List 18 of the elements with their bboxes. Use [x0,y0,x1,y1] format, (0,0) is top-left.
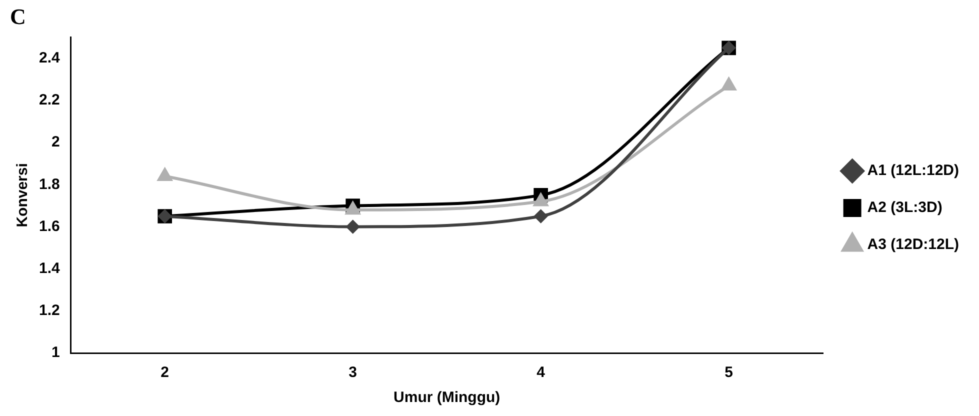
y-tick-label: 2.2 [38,92,60,109]
x-axis-title: Umur (Minggu) [394,389,500,406]
y-tick-label: 2 [52,134,60,151]
chart-title: C [10,4,26,29]
y-tick-label: 1.2 [38,302,60,320]
y-tick-label: 2.4 [38,50,60,67]
y-tick-label: 1 [52,344,60,362]
x-tick-label: 5 [724,364,733,382]
y-tick-label: 1.4 [38,260,60,277]
x-tick-label: 4 [536,364,546,382]
y-tick-label: 1.6 [38,218,60,235]
y-axis-title: Konversi [14,163,32,228]
y-tick-label: 1.8 [38,176,60,193]
legend-label: A3 (12D:12L) [867,236,960,254]
x-tick-label: 2 [160,364,170,382]
legend-label: A1 (12L:12D) [867,162,960,180]
x-tick-label: 3 [348,364,358,382]
legend-label: A2 (3L:3D) [867,199,942,216]
